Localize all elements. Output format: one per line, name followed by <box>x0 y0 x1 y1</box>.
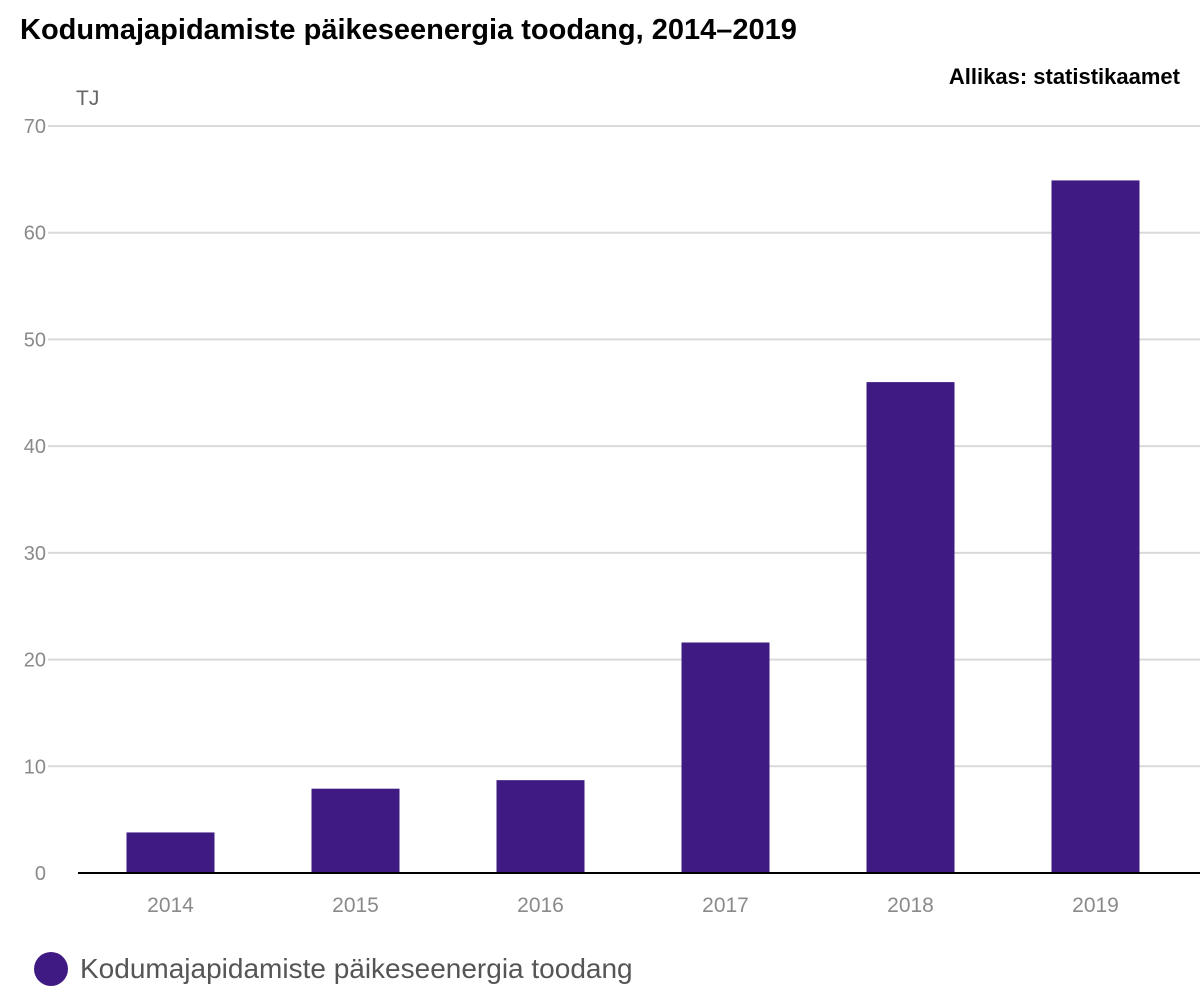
bar-2015 <box>311 788 400 873</box>
y-axis-unit-label: TJ <box>76 87 99 110</box>
y-tick-label: 30 <box>24 543 46 565</box>
bars <box>126 180 1140 873</box>
x-axis-ticks: 2014 2015 2016 2017 2018 2019 <box>147 894 1119 917</box>
x-tick-label: 2017 <box>702 894 749 917</box>
y-tick-label: 20 <box>24 650 46 672</box>
y-tick-label: 0 <box>35 863 46 885</box>
bar-2016 <box>496 780 585 873</box>
y-tick-label: 40 <box>24 436 46 458</box>
x-tick-label: 2016 <box>517 894 564 917</box>
y-tick-label: 60 <box>24 223 46 245</box>
y-axis-ticks: 0 10 20 30 40 50 60 70 <box>24 116 46 885</box>
y-tick-label: 10 <box>24 756 46 778</box>
bar-2014 <box>126 832 215 873</box>
source-note: Allikas: statistikaamet <box>948 64 1180 89</box>
x-tick-label: 2014 <box>147 894 194 917</box>
legend-label: Kodumajapidamiste päikeseenergia toodang <box>80 953 633 984</box>
bar-2017 <box>681 642 770 873</box>
y-tick-label: 50 <box>24 329 46 351</box>
legend-swatch-icon <box>34 952 68 986</box>
bar-2019 <box>1051 180 1140 873</box>
bar-2018 <box>866 382 955 873</box>
legend: Kodumajapidamiste päikeseenergia toodang <box>34 952 633 986</box>
gridlines <box>48 125 1200 768</box>
x-tick-label: 2018 <box>887 894 934 917</box>
x-tick-label: 2019 <box>1072 894 1119 917</box>
y-tick-label: 70 <box>24 116 46 138</box>
chart-title: Kodumajapidamiste päikeseenergia toodang… <box>20 14 797 46</box>
x-tick-label: 2015 <box>332 894 379 917</box>
